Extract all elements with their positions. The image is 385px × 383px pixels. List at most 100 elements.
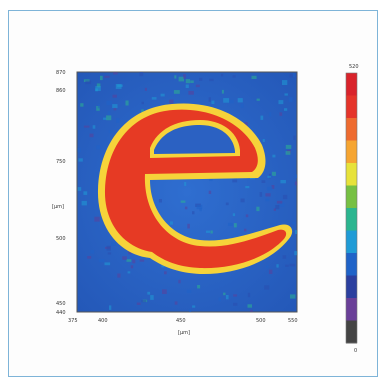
heatmap-cell	[164, 271, 167, 275]
heatmap-cell	[266, 265, 269, 268]
heatmap-cell	[173, 90, 180, 94]
heatmap-cell	[80, 103, 84, 107]
heatmap-cell	[128, 249, 132, 255]
heatmap-cell	[92, 125, 96, 129]
heatmap-cell	[107, 111, 111, 115]
heatmap-cell	[87, 256, 92, 259]
heatmap-cell	[267, 186, 273, 191]
heatmap-cell	[197, 285, 201, 289]
x-axis-label: [µm]	[178, 330, 190, 336]
colorbar-max-label: 520	[349, 64, 359, 70]
heatmap-cell	[192, 211, 195, 215]
heatmap-cell	[284, 108, 288, 111]
heatmap-cell	[265, 193, 271, 197]
heatmap-cell	[264, 285, 270, 290]
heatmap-cell	[237, 98, 243, 103]
heatmap-cell	[184, 206, 188, 210]
heatmap-cell	[247, 292, 251, 298]
colorbar-segment	[346, 320, 357, 344]
heatmap-cell	[269, 112, 272, 117]
heatmap-cell	[265, 198, 270, 202]
heatmap-cell	[268, 269, 273, 274]
heatmap-cell	[125, 100, 129, 106]
heatmap-cell	[188, 90, 194, 95]
x-tick-label: 450	[176, 318, 186, 324]
heatmap-cell	[103, 117, 107, 120]
heatmap-cell	[245, 214, 249, 218]
heatmap-cell	[223, 98, 230, 103]
heatmap-cell	[151, 97, 157, 100]
heatmap-cell	[245, 186, 250, 189]
heatmap-cell	[113, 72, 118, 75]
heatmap-cell	[256, 98, 260, 101]
heatmap-cell	[174, 75, 177, 79]
heatmap-cell	[192, 305, 196, 308]
x-axis: 375 400 450 500 550 [µm]	[68, 318, 298, 336]
heatmap-cell	[187, 223, 190, 229]
heatmap-cell	[208, 190, 212, 194]
heatmap-cell	[276, 200, 283, 204]
heatmap-cell	[94, 216, 100, 222]
heatmap-cell	[218, 297, 221, 302]
heatmap-cell	[270, 175, 273, 178]
colorbar-segment	[346, 298, 357, 321]
heatmap-cell	[132, 259, 136, 264]
heatmap-cell	[83, 191, 88, 195]
heatmap-cell	[272, 154, 276, 158]
heatmap-cell	[294, 181, 297, 186]
y-tick-label: 450	[56, 301, 66, 307]
heatmap-cell	[127, 271, 131, 274]
heatmap-cell	[106, 115, 112, 121]
heatmap-cell	[296, 75, 297, 79]
heatmap-cell	[260, 115, 264, 120]
heatmap-cell	[279, 112, 283, 116]
colorbar	[345, 72, 358, 344]
y-axis: 870 860 750 500 450 440 [µm]	[52, 70, 66, 316]
colorbar-segment	[346, 253, 357, 276]
heatmap-cell	[183, 74, 186, 79]
heatmap-cell	[178, 76, 184, 82]
heatmap-cell	[90, 250, 95, 254]
y-tick-label: 750	[56, 159, 66, 165]
heatmap-cell	[199, 77, 203, 81]
heatmap-cell	[83, 125, 90, 128]
heatmap-cell	[150, 295, 154, 300]
heatmap-cell	[250, 309, 253, 312]
letter-e-hotspot	[97, 103, 293, 275]
heatmap-cell	[96, 106, 100, 111]
heatmap-cell	[284, 93, 288, 96]
heatmap-cell	[290, 294, 296, 299]
heatmap-cell	[208, 97, 211, 102]
heatmap-cell	[141, 101, 144, 105]
heatmap-cell	[209, 78, 214, 82]
heatmap-cell	[228, 222, 233, 226]
colorbar-segment	[346, 185, 357, 209]
heatmap-cell	[195, 84, 200, 88]
y-tick-label: 860	[56, 88, 66, 94]
heatmap-cell	[282, 194, 288, 200]
heatmap-cell	[261, 180, 266, 183]
colorbar-segment	[346, 208, 357, 231]
heatmap-cell	[144, 87, 147, 91]
heatmap-cell	[178, 279, 181, 284]
y-tick-label: 500	[56, 236, 66, 242]
heatmap-cell	[211, 100, 215, 104]
heatmap-cell	[244, 228, 247, 232]
heatmap-cell	[77, 187, 82, 191]
heatmap-cell	[206, 230, 210, 233]
heatmap-cell	[244, 122, 248, 127]
x-tick-label: 500	[256, 318, 266, 324]
heatmap-cell	[196, 204, 203, 210]
x-tick-label: 375	[68, 318, 78, 324]
heatmap-cell	[271, 185, 275, 189]
colorbar-segment	[346, 118, 357, 141]
heatmap-cell	[209, 177, 213, 182]
heatmap-cell	[158, 199, 162, 203]
heatmap-cell	[247, 304, 252, 308]
heatmap-cell	[267, 175, 271, 178]
y-axis-label: [µm]	[52, 204, 64, 210]
heatmap-cell	[282, 80, 288, 85]
heatmap-cell	[276, 264, 279, 268]
heatmap-cell	[96, 83, 101, 88]
heatmap-cell	[112, 104, 118, 109]
